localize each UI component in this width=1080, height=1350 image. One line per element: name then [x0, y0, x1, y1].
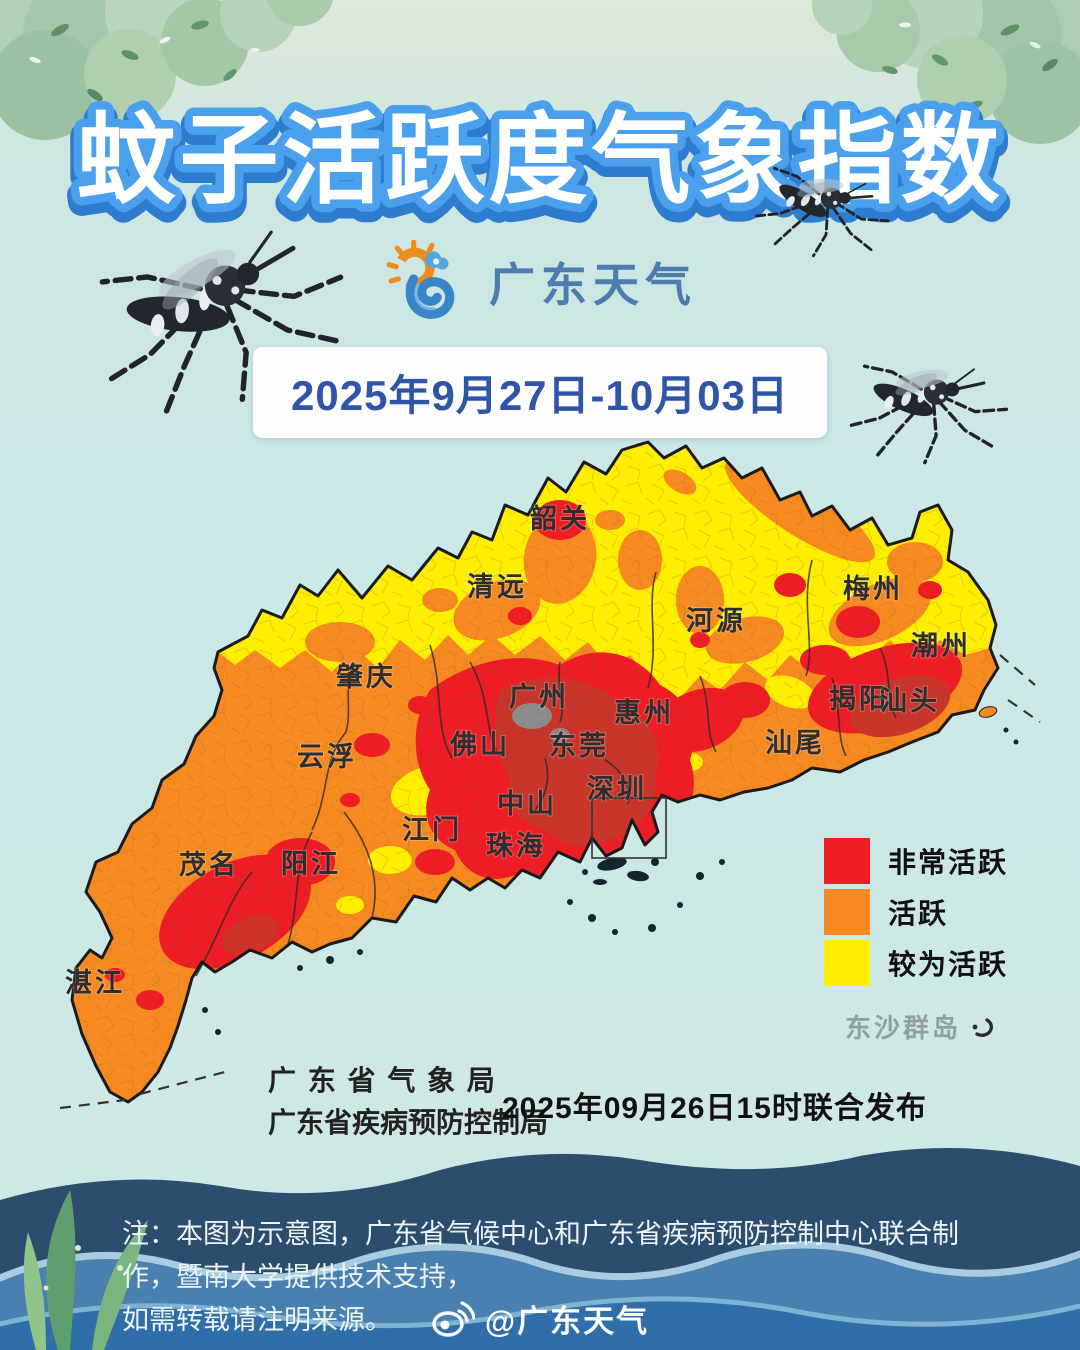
date-range-text: 2025年9月27日-10月03日	[291, 372, 789, 419]
legend-swatch-relatively-active	[824, 940, 870, 986]
footer-note-line1: 注：本图为示意图，广东省气候中心和广东省疾病预防控制中心联合制作，暨南大学提供技…	[122, 1219, 959, 1293]
legend-swatch-active	[824, 889, 870, 935]
plant-decoration	[23, 1190, 148, 1350]
city-label-汕头: 汕头	[880, 686, 940, 716]
brand-name: 广东天气	[489, 259, 697, 311]
city-label-梅州: 梅州	[843, 574, 903, 604]
publisher-agency-2: 广东省疾病预防控制局	[268, 1107, 549, 1138]
weibo-watermark: @广东天气	[0, 1296, 1080, 1341]
coastal-islands	[202, 706, 1019, 1035]
city-label-深圳: 深圳	[587, 774, 647, 804]
legend-row-very-active: 非常活跃	[824, 836, 1008, 886]
city-label-广州: 广州	[509, 682, 569, 712]
legend-row-relatively-active: 较为活跃	[824, 938, 1008, 988]
city-label-韶关: 韶关	[530, 503, 590, 534]
sun-typhoon-logo-icon	[386, 239, 455, 319]
publisher-agency-1: 广 东 省 气 象 局	[268, 1065, 497, 1096]
publisher-block: 广 东 省 气 象 局 广东省疾病预防控制局	[268, 1060, 548, 1144]
page-title-text: 蚊子活跃度气象指数	[77, 104, 1004, 215]
legend-label-relatively-active: 较为活跃	[888, 949, 1009, 980]
city-label-江门: 江门	[402, 815, 462, 845]
footer-note-line2: 如需转载请注明来源。	[122, 1305, 392, 1336]
foliage-left	[0, 0, 334, 140]
city-label-湛江: 湛江	[65, 968, 125, 998]
weibo-watermark-text: @广东天气	[484, 1304, 650, 1339]
map-legend: 非常活跃 活跃 较为活跃	[824, 836, 1008, 989]
city-label-肇庆: 肇庆	[336, 661, 396, 692]
city-label-佛山: 佛山	[449, 730, 510, 760]
city-label-惠州: 惠州	[614, 698, 674, 728]
city-label-清远: 清远	[467, 572, 527, 602]
date-banner: 2025年9月27日-10月03日	[253, 347, 827, 438]
foliage-right	[812, 0, 1080, 144]
province-outline	[70, 440, 1000, 1104]
footer-note: 注：本图为示意图，广东省气候中心和广东省疾病预防控制中心联合制作，暨南大学提供技…	[122, 1213, 992, 1343]
dongsha-island-icon	[972, 1017, 994, 1037]
city-label-中山: 中山	[497, 789, 557, 819]
bottom-waves	[0, 1148, 1080, 1350]
city-label-珠海: 珠海	[486, 831, 546, 861]
city-label-云浮: 云浮	[297, 742, 357, 772]
city-label-河源: 河源	[686, 606, 746, 636]
brand-logo: 广东天气	[0, 236, 1080, 328]
dongsha-islands-text: 东沙群岛	[845, 1013, 962, 1043]
maritime-dashed-boundary	[59, 654, 1041, 1110]
city-label-揭阳: 揭阳	[829, 684, 889, 714]
dongsha-islands-label: 东沙群岛	[845, 1008, 1003, 1045]
city-label-汕尾: 汕尾	[765, 728, 825, 758]
weibo-icon	[432, 1300, 475, 1337]
legend-row-active: 活跃	[824, 887, 1008, 937]
city-label-潮州: 潮州	[911, 631, 971, 661]
legend-label-very-active: 非常活跃	[888, 847, 1009, 878]
city-label-东莞: 东莞	[549, 730, 609, 761]
city-label-茂名: 茂名	[179, 849, 239, 880]
release-time: 2025年09月26日15时联合发布	[502, 1092, 927, 1125]
hk-macau-inset-box	[591, 797, 667, 859]
legend-swatch-very-active	[824, 838, 870, 884]
city-label-阳江: 阳江	[281, 849, 341, 879]
foliage-decoration	[0, 0, 1080, 144]
legend-label-active: 活跃	[888, 898, 949, 929]
